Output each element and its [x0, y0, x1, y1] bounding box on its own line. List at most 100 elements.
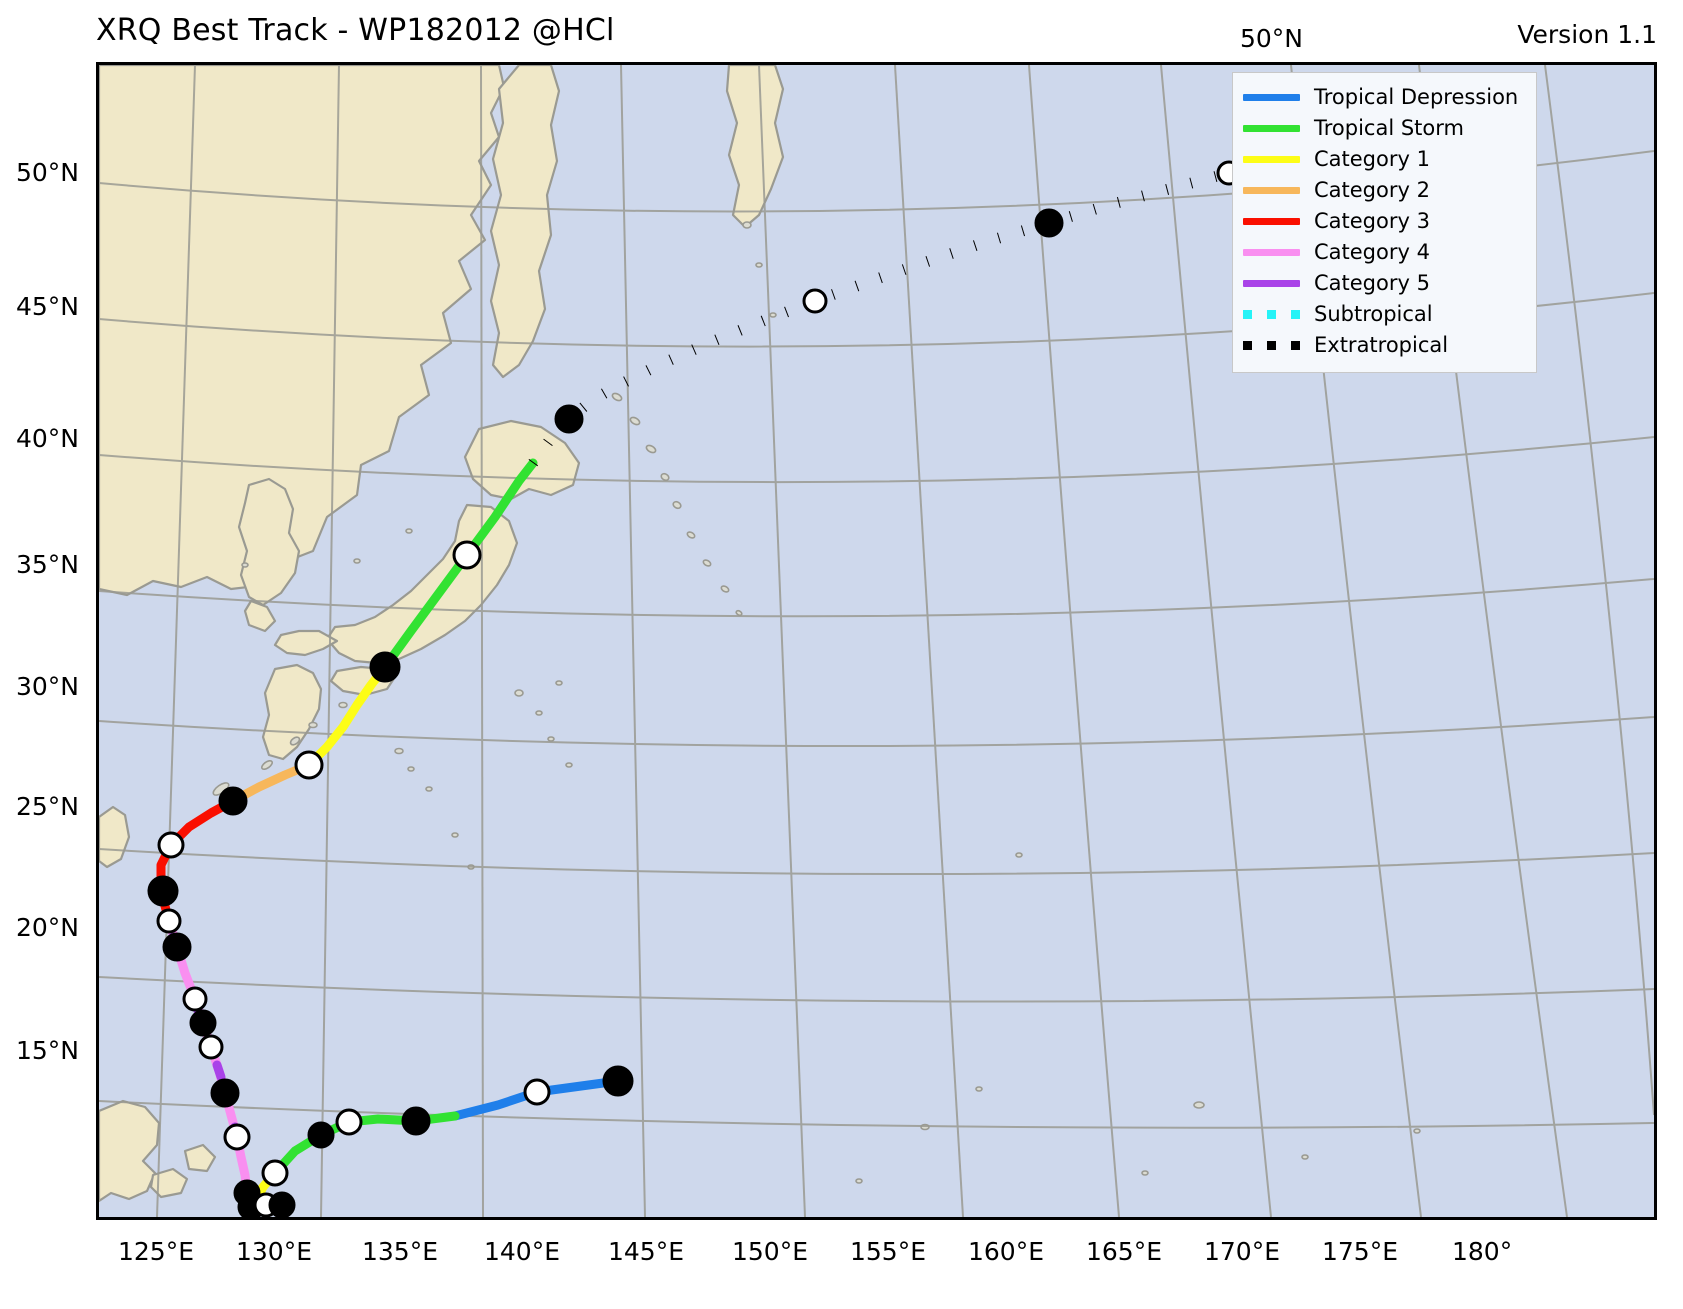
sakhalin-landmass	[489, 65, 561, 379]
xtick-label: 150°E	[732, 1237, 809, 1266]
legend-label-extratropical: Extratropical	[1314, 333, 1449, 357]
philippines-visayas-landmass	[149, 1167, 189, 1199]
legend-label-category-3: Category 3	[1314, 209, 1430, 233]
meridian-140e	[620, 65, 646, 1217]
track-marker-group[interactable]	[147, 114, 1454, 1217]
track-marker-filled	[307, 1121, 335, 1149]
track-marker-filled	[369, 651, 401, 683]
legend-swatch-category-4	[1243, 249, 1300, 256]
meridian-130e	[320, 65, 340, 1217]
track-marker-filled	[147, 875, 179, 907]
xtick-label: 160°E	[968, 1237, 1045, 1266]
track-marker-filled	[189, 1009, 217, 1037]
legend-item-category-1[interactable]: Category 1	[1243, 144, 1526, 175]
xtick-label: 155°E	[850, 1237, 927, 1266]
kyushu-landmass	[261, 663, 323, 761]
meridian-125e	[156, 65, 196, 1217]
ytick-label: 50°N	[16, 158, 80, 187]
legend-label-tropical-storm: Tropical Storm	[1314, 116, 1464, 140]
philippines-samar-landmass	[183, 1143, 217, 1173]
track-marker-open	[157, 831, 185, 859]
ytick-label: 20°N	[16, 913, 80, 942]
track-marker-open	[452, 540, 482, 570]
ytick-label: 40°N	[16, 424, 80, 453]
xtick-label: 135°E	[362, 1237, 439, 1266]
legend-swatch-tropical-depression	[1243, 94, 1300, 101]
track-marker-filled	[1034, 208, 1064, 238]
legend-label-category-5: Category 5	[1314, 271, 1430, 295]
version-label: Version 1.1	[1517, 20, 1657, 49]
legend-label-category-1: Category 1	[1314, 147, 1430, 171]
xtick-label: 175°E	[1322, 1237, 1399, 1266]
legend-item-extratropical[interactable]: Extratropical	[1243, 330, 1526, 361]
track-marker-filled	[268, 1191, 296, 1217]
kamchatka-landmass	[725, 65, 785, 229]
korea-peninsula-landmass	[237, 477, 301, 607]
legend-swatch-category-2	[1243, 187, 1300, 194]
track-marker-filled	[602, 1065, 634, 1097]
parallel-15n	[99, 1100, 1654, 1129]
track-marker-open	[261, 1159, 289, 1187]
parallel-20n	[99, 976, 1654, 1003]
legend-item-tropical-depression[interactable]: Tropical Depression	[1243, 82, 1526, 113]
track-marker-filled	[554, 404, 584, 434]
legend-panel: Tropical Depression Tropical Storm Categ…	[1232, 72, 1537, 373]
top-latitude-label: 50°N	[1240, 24, 1304, 53]
ytick-label: 35°N	[16, 550, 80, 579]
track-marker-open	[182, 986, 208, 1012]
parallel-35n	[99, 578, 1654, 618]
track-marker-open	[223, 1123, 251, 1151]
xtick-label: 125°E	[118, 1237, 195, 1266]
legend-label-subtropical: Subtropical	[1314, 302, 1433, 326]
legend-item-category-3[interactable]: Category 3	[1243, 206, 1526, 237]
legend-label-category-2: Category 2	[1314, 178, 1430, 202]
meridian-175e	[1544, 65, 1654, 1116]
track-segment-tropical-depression	[450, 1076, 623, 1121]
track-marker-open	[294, 750, 324, 780]
legend-item-category-2[interactable]: Category 2	[1243, 175, 1526, 206]
ytick-label: 15°N	[16, 1036, 80, 1065]
ytick-label: 45°N	[16, 292, 80, 321]
track-marker-open	[523, 1078, 551, 1106]
ytick-label: 25°N	[16, 792, 80, 821]
track-segment-category1-north	[304, 662, 390, 770]
meridian-145e	[758, 65, 806, 1217]
track-marker-open	[335, 1108, 363, 1136]
taiwan-landmass	[99, 805, 131, 869]
korea-south-tip-landmass	[243, 599, 277, 633]
xtick-label: 180°	[1452, 1237, 1513, 1266]
honshu-west-extension-landmass	[273, 629, 339, 657]
track-marker-filled	[218, 786, 248, 816]
legend-item-tropical-storm[interactable]: Tropical Storm	[1243, 113, 1526, 144]
meridian-160e	[1160, 65, 1272, 1217]
xtick-label: 140°E	[484, 1237, 561, 1266]
legend-label-category-4: Category 4	[1314, 240, 1430, 264]
track-segment-category5-b	[212, 1060, 226, 1082]
legend-swatch-extratropical	[1243, 341, 1300, 350]
legend-item-category-5[interactable]: Category 5	[1243, 268, 1526, 299]
legend-label-tropical-depression: Tropical Depression	[1314, 85, 1519, 109]
meridian-135e	[480, 65, 484, 1217]
xtick-label: 170°E	[1204, 1237, 1281, 1266]
philippines-luzon-landmass	[99, 1099, 161, 1203]
legend-swatch-category-5	[1243, 280, 1300, 287]
legend-item-category-4[interactable]: Category 4	[1243, 237, 1526, 268]
track-marker-filled	[210, 1078, 240, 1108]
legend-swatch-subtropical	[1243, 310, 1300, 319]
parallel-25n	[99, 848, 1654, 876]
xtick-label: 145°E	[608, 1237, 685, 1266]
track-marker-filled	[162, 932, 192, 962]
track-marker-open	[156, 908, 182, 934]
legend-swatch-tropical-storm	[1243, 125, 1300, 132]
page-title: XRQ Best Track - WP182012 @HCl	[96, 13, 615, 48]
legend-swatch-category-3	[1243, 218, 1300, 225]
ytick-label: 30°N	[16, 672, 80, 701]
legend-item-subtropical[interactable]: Subtropical	[1243, 299, 1526, 330]
track-marker-open	[198, 1034, 224, 1060]
track-marker-filled	[401, 1106, 431, 1136]
xtick-label: 165°E	[1086, 1237, 1163, 1266]
legend-swatch-category-1	[1243, 156, 1300, 163]
xtick-label: 130°E	[236, 1237, 313, 1266]
track-marker-open	[802, 288, 828, 314]
